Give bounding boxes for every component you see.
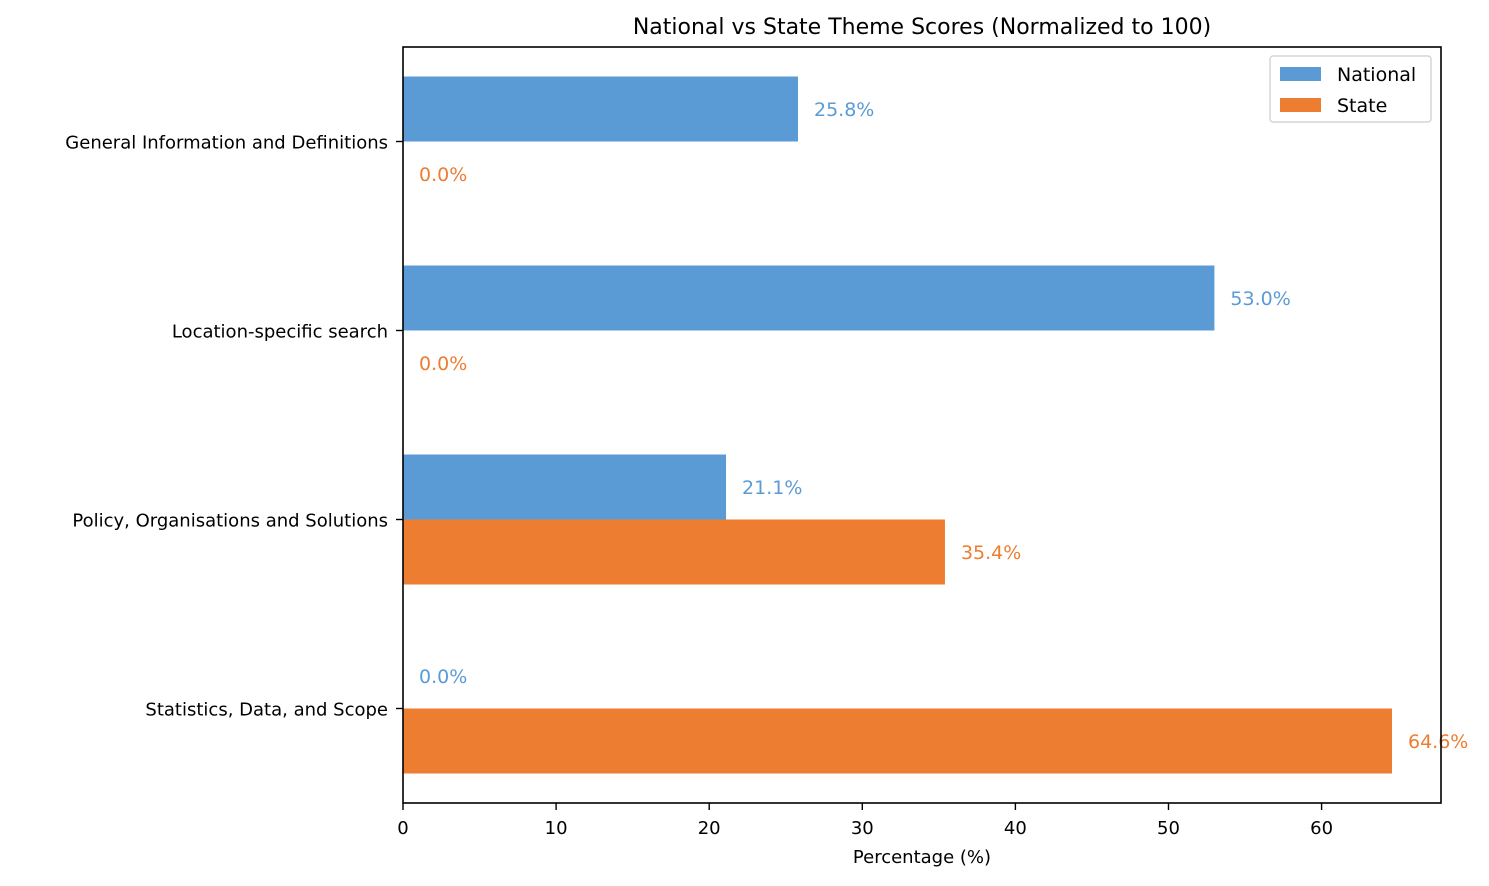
value-label-national-2: 21.1% [742,477,802,499]
legend-label-state: State [1337,95,1387,117]
legend-swatch-national [1280,67,1321,81]
value-label-state-2: 35.4% [961,542,1021,564]
y-tick-label-3: Statistics, Data, and Scope [145,700,388,721]
value-label-state-1: 0.0% [419,353,467,375]
legend: National State [1269,55,1432,123]
value-label-national-3: 0.0% [419,666,467,688]
x-tick-label-1: 10 [545,818,568,839]
bar-national-0 [403,76,798,142]
axes-layer: 0 10 20 30 40 50 60 General Information and Def… [65,46,1442,839]
value-label-state-0: 0.0% [419,164,467,186]
legend-label-national: National [1337,64,1416,86]
x-axis-label: Percentage (%) [853,847,991,868]
bar-state-2 [403,519,945,585]
plot-frame [402,46,1442,804]
legend-swatch-state [1280,98,1321,112]
y-tick-label-0: General Information and Definitions [65,133,388,154]
bar-national-2 [403,454,727,520]
bar-national-1 [403,265,1215,331]
y-tick-label-2: Policy, Organisations and Solutions [72,511,388,532]
bars-layer [403,76,1393,774]
x-tick-label-3: 30 [851,818,874,839]
x-tick-label-6: 60 [1310,818,1333,839]
chart-title: National vs State Theme Scores (Normaliz… [633,15,1211,40]
x-tick-label-2: 20 [698,818,721,839]
x-tick-label-0: 0 [397,818,408,839]
value-labels-layer: 25.8% 0.0% 53.0% 0.0% 21.1% 35.4% 0.0% 64.6% [419,99,1468,753]
x-tick-label-4: 40 [1004,818,1027,839]
x-tick-label-5: 50 [1157,818,1180,839]
value-label-state-3: 64.6% [1408,731,1468,753]
bar-state-3 [403,708,1393,774]
value-label-national-1: 53.0% [1230,288,1290,310]
y-tick-label-1: Location-specific search [172,322,388,343]
value-label-national-0: 25.8% [814,99,874,121]
